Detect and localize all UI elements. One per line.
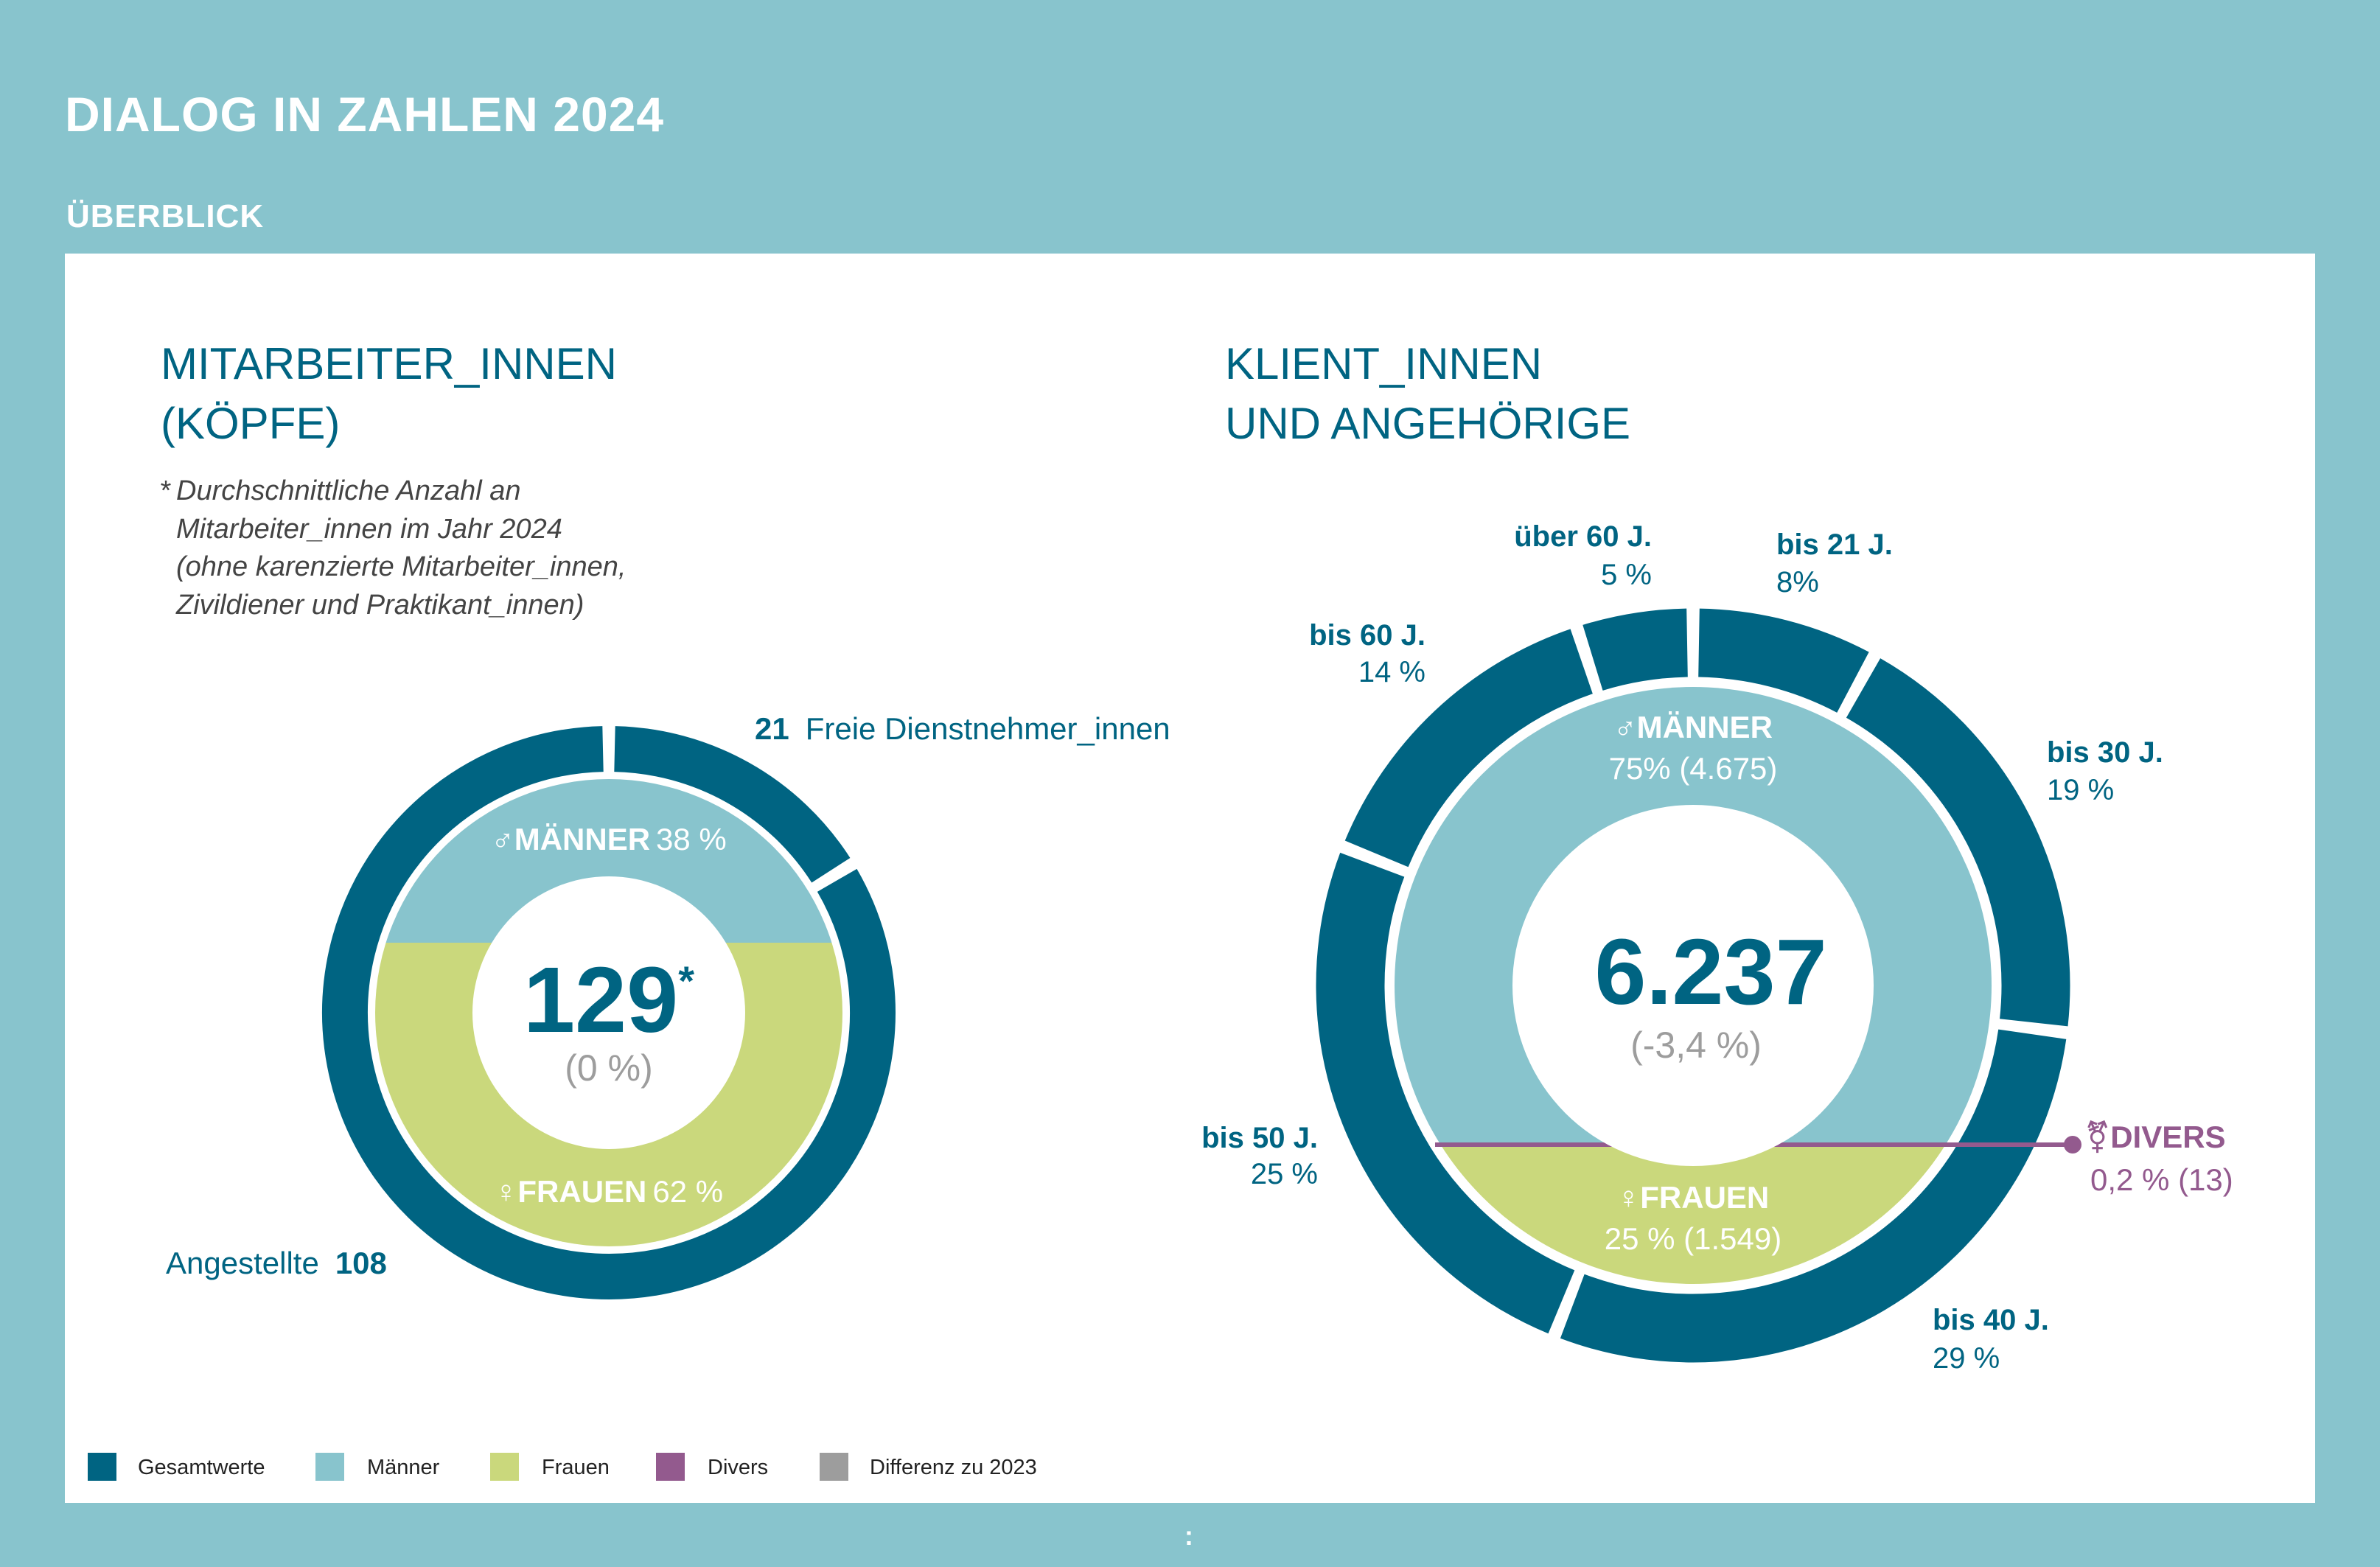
- legend-swatch: [490, 1453, 519, 1481]
- ring-segment-freie-dienstnehmer-innen: [613, 726, 851, 883]
- age-label-bis-60: bis 60 J.: [1309, 619, 1425, 652]
- men-percent: 38 %: [656, 822, 727, 856]
- ring-segment-bis-21-j: [1697, 608, 1869, 713]
- legend-item-frauen: Frauen: [490, 1453, 610, 1481]
- legend: Gesamtwerte Männer Frauen Divers Differe…: [88, 1453, 1037, 1481]
- legend-swatch: [315, 1453, 344, 1481]
- age-percent-bis-21: 8%: [1776, 566, 1819, 598]
- age-label-bis-40: bis 40 J.: [1933, 1304, 2049, 1336]
- legend-label: Männer: [367, 1456, 440, 1479]
- age-label-ueber-60: über 60 J.: [1514, 520, 1652, 553]
- age-percent-ueber-60: 5 %: [1601, 559, 1652, 591]
- ring-segment-bis-50-j: [1316, 852, 1575, 1334]
- clients-difference: (-3,4 %): [1630, 1025, 1762, 1066]
- women-percent: 62 %: [652, 1174, 723, 1209]
- employees-center-hole: [472, 876, 745, 1149]
- freelancers-label: 21 Freie Dienstnehmer_innen: [755, 711, 1170, 746]
- employees-name: Angestellte: [166, 1246, 319, 1280]
- age-label-bis-30: bis 30 J.: [2047, 736, 2163, 769]
- legend-swatch: [656, 1453, 685, 1481]
- freelancers-value: 21: [755, 711, 789, 746]
- legend-label: Frauen: [542, 1456, 610, 1479]
- clients-women-value: 25 % (1.549): [1605, 1221, 1781, 1256]
- footnote-line: (ohne karenzierte Mitarbeiter_innen,: [176, 551, 626, 582]
- legend-swatch: [88, 1453, 116, 1481]
- age-percent-bis-30: 19 %: [2047, 774, 2114, 806]
- section-title: ÜBERBLICK: [66, 198, 264, 234]
- female-icon: ♀: [1617, 1180, 1641, 1215]
- clients-chart: KLIENT_INNEN UND ANGEHÖRIGE ♂MÄNNER 75% …: [1201, 339, 2233, 1375]
- age-label-bis-21: bis 21 J.: [1776, 528, 1893, 561]
- clients-title-line1: KLIENT_INNEN: [1225, 339, 1542, 388]
- female-icon: ♀: [495, 1174, 518, 1209]
- legend-item-differenz: Differenz zu 2023: [820, 1453, 1037, 1481]
- employees-label: Angestellte 108: [166, 1246, 387, 1280]
- ring-segment-bis-60-j: [1344, 629, 1594, 868]
- clients-men-title: ♂MÄNNER: [1613, 710, 1773, 744]
- employees-outer-ring: [322, 726, 896, 1299]
- asterisk: *: [678, 957, 694, 1004]
- employees-title-line1: MITARBEITER_INNEN: [161, 339, 617, 388]
- age-percent-bis-50: 25 %: [1251, 1158, 1318, 1190]
- page-title: DIALOG IN ZAHLEN 2024: [65, 87, 664, 142]
- clients-women-title: ♀FRAUEN: [1617, 1180, 1770, 1215]
- men-name: MÄNNER: [514, 822, 650, 856]
- footnote-asterisk: *: [159, 475, 171, 506]
- employees-title-line2: (KÖPFE): [161, 399, 340, 448]
- ring-segment-angestellte: [322, 726, 896, 1299]
- transgender-icon: ⚧: [2084, 1120, 2110, 1154]
- women-name: FRAUEN: [1640, 1180, 1769, 1215]
- employees-value: 108: [335, 1246, 387, 1280]
- male-icon: ♂: [491, 822, 514, 856]
- clients-divers-title: ⚧DIVERS: [2084, 1120, 2226, 1154]
- age-percent-bis-60: 14 %: [1358, 656, 1425, 688]
- employees-women-label: ♀FRAUEN 62 %: [495, 1174, 723, 1209]
- ring-segment-bis-40-j: [1560, 1029, 2067, 1363]
- men-name: MÄNNER: [1637, 710, 1773, 744]
- women-name: FRAUEN: [517, 1174, 646, 1209]
- clients-total: 6.237: [1594, 920, 1826, 1024]
- footnote-line: Durchschnittliche Anzahl an: [176, 475, 521, 506]
- legend-label: Divers: [708, 1456, 768, 1479]
- legend-item-divers: Divers: [656, 1453, 768, 1481]
- age-label-bis-50: bis 50 J.: [1201, 1122, 1318, 1154]
- clients-title-line2: UND ANGEHÖRIGE: [1225, 399, 1630, 448]
- employees-difference: (0 %): [565, 1047, 652, 1089]
- legend-label: Differenz zu 2023: [870, 1456, 1037, 1479]
- clients-divers-value: 0,2 % (13): [2090, 1162, 2233, 1197]
- freelancers-name: Freie Dienstnehmer_innen: [806, 711, 1170, 746]
- divers-marker-dot: [2064, 1136, 2081, 1154]
- legend-label: Gesamtwerte: [138, 1456, 265, 1479]
- clients-men-value: 75% (4.675): [1609, 751, 1778, 786]
- divers-name: DIVERS: [2110, 1120, 2225, 1154]
- legend-item-gesamtwerte: Gesamtwerte: [88, 1453, 265, 1481]
- clients-age-ring: [1316, 608, 2070, 1363]
- male-icon: ♂: [1613, 710, 1637, 744]
- legend-item-maenner: Männer: [315, 1453, 440, 1481]
- employees-total: 129*: [523, 948, 694, 1052]
- clients-center-hole: [1512, 805, 1874, 1166]
- total-value: 129: [523, 948, 678, 1052]
- footnote-line: Mitarbeiter_innen im Jahr 2024: [176, 514, 562, 545]
- ring-segment-ueber-60-j: [1582, 608, 1689, 691]
- footnote-line: Zivildiener und Praktikant_innen): [175, 590, 584, 621]
- page-indicator: :: [1184, 1521, 1193, 1551]
- legend-swatch: [820, 1453, 848, 1481]
- age-percent-bis-40: 29 %: [1933, 1342, 2000, 1375]
- ring-segment-bis-30-j: [1846, 658, 2070, 1027]
- employees-men-label: ♂MÄNNER 38 %: [491, 822, 727, 856]
